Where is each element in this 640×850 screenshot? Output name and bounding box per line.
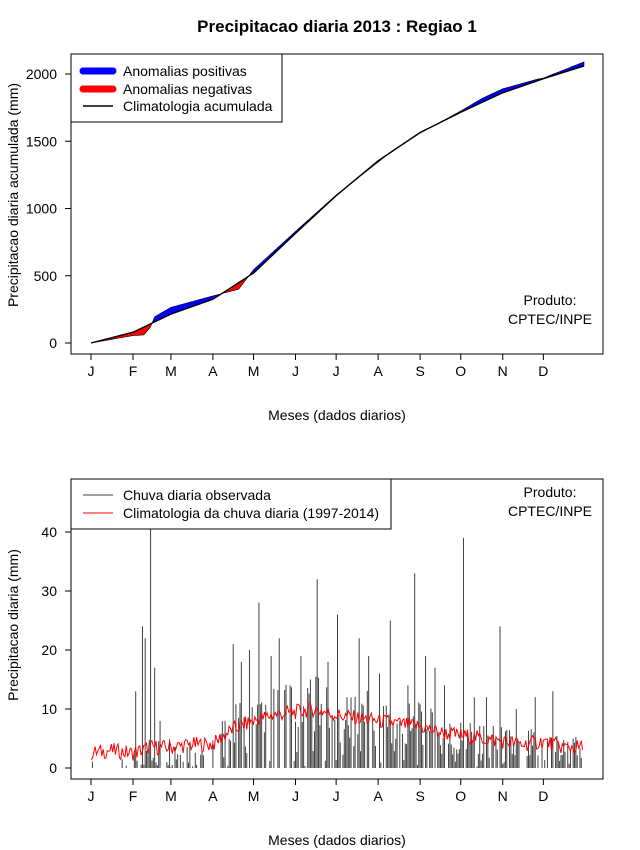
top-x-tick-label: N: [498, 363, 508, 379]
bottom-x-tick-label: D: [538, 788, 548, 804]
top-x-tick-label: F: [129, 363, 138, 379]
top-legend-label-climatology: Climatologia acumulada: [123, 98, 273, 114]
top-x-tick-label: J: [88, 363, 95, 379]
bottom-x-tick-label: O: [455, 788, 466, 804]
top-y-tick-label: 0: [49, 335, 57, 351]
bottom-y-tick-label: 0: [49, 760, 57, 776]
top-y-axis-label: Precipitacao diaria acumulada (mm): [5, 83, 21, 307]
top-x-tick-label: M: [248, 363, 260, 379]
top-y-tick-label: 2000: [26, 66, 57, 82]
top-y-tick-label: 1000: [26, 201, 57, 217]
bottom-y-tick-label: 20: [41, 642, 57, 658]
top-x-tick-label: S: [415, 363, 424, 379]
positive-anomaly-area: [432, 61, 585, 127]
top-series-layer: [90, 61, 585, 344]
top-x-tick-label: A: [373, 363, 383, 379]
top-x-tick-label: O: [455, 363, 466, 379]
top-x-tick-label: A: [208, 363, 218, 379]
cumulative-climatology-line: [90, 65, 585, 344]
bottom-x-tick-label: J: [292, 788, 299, 804]
top-x-tick-label: J: [292, 363, 299, 379]
bottom-credit-line1: Produto:: [524, 484, 577, 500]
top-x-tick-label: J: [333, 363, 340, 379]
bottom-x-tick-label: A: [373, 788, 383, 804]
bottom-y-tick-label: 40: [41, 524, 57, 540]
top-credit-line1: Produto:: [524, 292, 577, 308]
bottom-x-tick-label: J: [333, 788, 340, 804]
top-legend-label-positive: Anomalias positivas: [123, 63, 247, 79]
top-legend: Anomalias positivas Anomalias negativas …: [70, 53, 283, 123]
top-credit-line2: CPTEC/INPE: [508, 311, 592, 327]
top-x-tick-label: M: [165, 363, 177, 379]
top-x-axis-label: Meses (dados diarios): [268, 407, 406, 423]
bottom-y-axis-label: Precipitacao diaria (mm): [5, 549, 21, 701]
bottom-x-tick-label: M: [248, 788, 260, 804]
bottom-y-tick-label: 10: [41, 701, 57, 717]
bottom-legend-label-climatology: Climatologia da chuva diaria (1997-2014): [123, 505, 379, 521]
bottom-y-tick-label: 30: [41, 583, 57, 599]
top-y-axis: 0 500 1000 1500 2000: [26, 66, 72, 351]
bottom-legend-box: [70, 478, 392, 530]
top-y-tick-label: 500: [34, 268, 58, 284]
chart-title: Precipitacao diaria 2013 : Regiao 1: [197, 17, 477, 36]
daily-climatology-line: [90, 701, 584, 761]
top-legend-label-negative: Anomalias negativas: [123, 81, 252, 97]
top-y-tick-label: 1500: [26, 133, 57, 149]
bottom-legend: Chuva diaria observada Climatologia da c…: [70, 478, 392, 530]
bottom-panel: 0 10 20 30 40 J F M A M J J A S O N D Meses (dados diar…: [5, 478, 604, 848]
bottom-x-axis-label: Meses (dados diarios): [268, 832, 406, 848]
bottom-x-tick-label: J: [88, 788, 95, 804]
bottom-x-tick-label: N: [498, 788, 508, 804]
bottom-x-tick-label: M: [165, 788, 177, 804]
top-x-tick-label: D: [538, 363, 548, 379]
bottom-series-layer: [90, 520, 584, 768]
bottom-x-tick-label: A: [208, 788, 218, 804]
bottom-x-tick-label: F: [129, 788, 138, 804]
top-panel: Precipitacao diaria 2013 : Regiao 1 0 500…: [5, 17, 604, 423]
bottom-legend-label-observed: Chuva diaria observada: [123, 487, 271, 503]
bottom-x-tick-label: S: [415, 788, 424, 804]
bottom-y-axis: 0 10 20 30 40: [41, 524, 72, 776]
bottom-credit-line2: CPTEC/INPE: [508, 503, 592, 519]
